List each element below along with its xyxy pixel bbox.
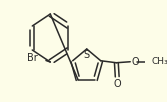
Text: Br: Br — [27, 53, 38, 63]
Text: O: O — [113, 79, 121, 89]
Text: CH₃: CH₃ — [151, 57, 167, 66]
Text: O: O — [131, 57, 139, 67]
Text: S: S — [84, 50, 90, 60]
